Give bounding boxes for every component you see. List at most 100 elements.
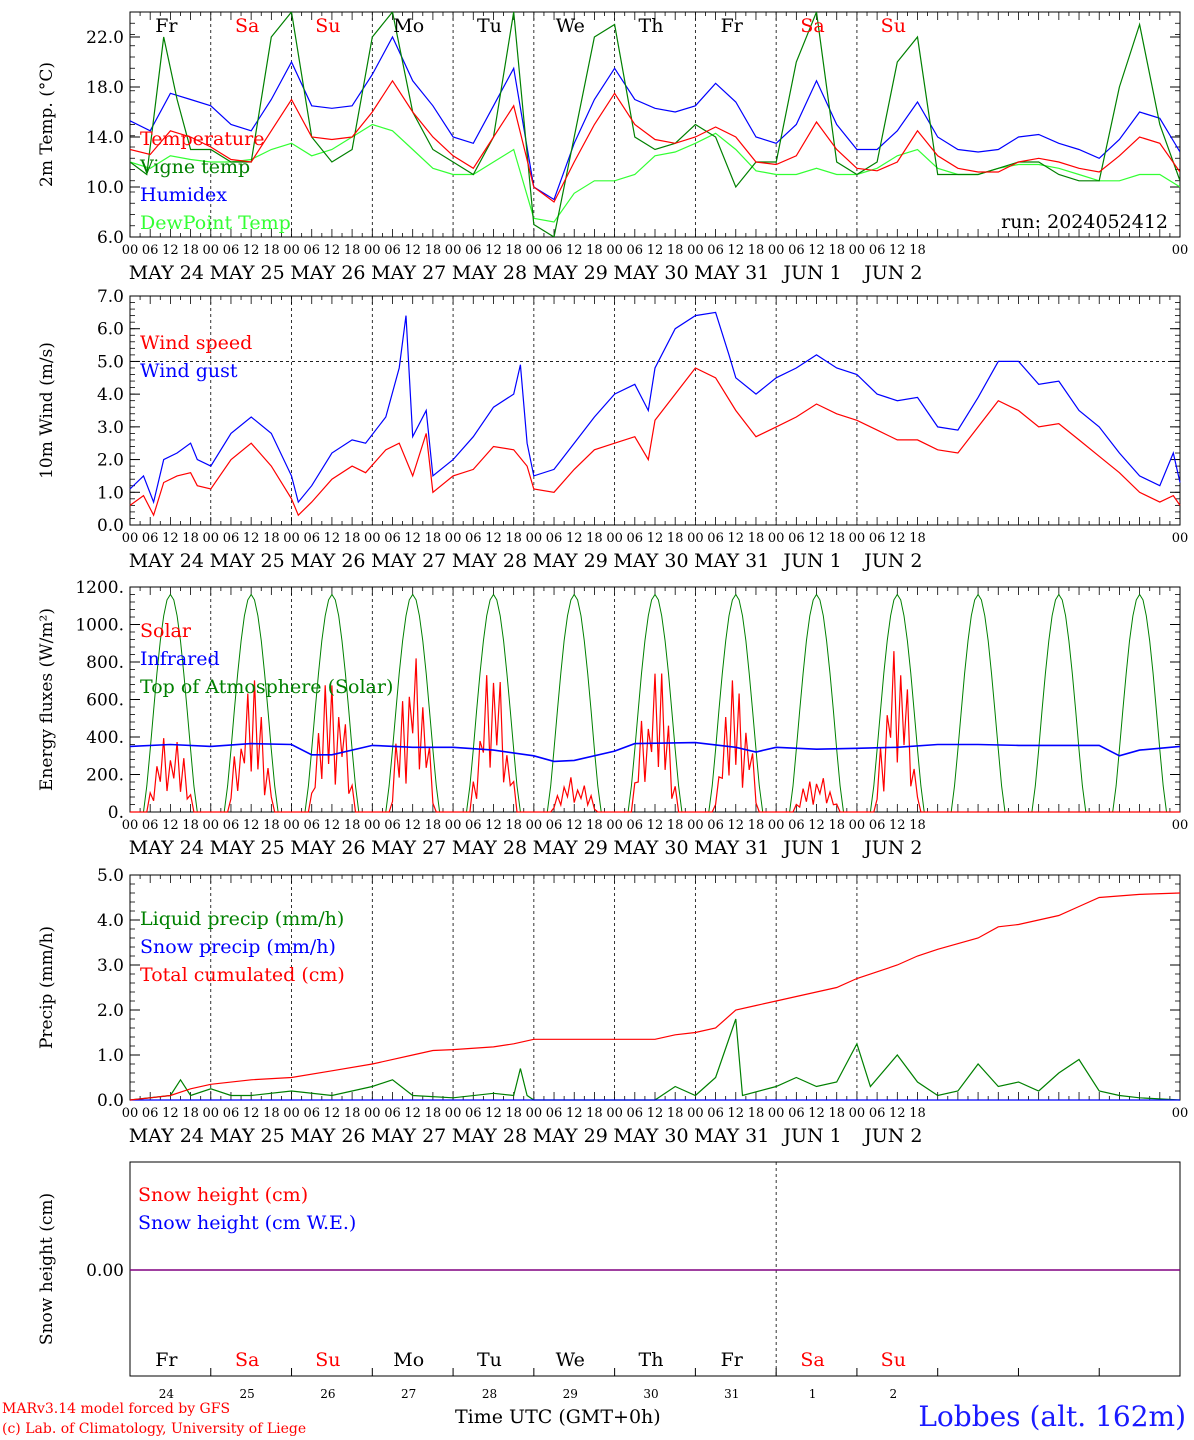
- time-axis-label: Time UTC (GMT+0h): [455, 1406, 661, 1428]
- hour-label: 06: [465, 818, 482, 833]
- hour-label: 18: [263, 818, 280, 833]
- legend-total-cumulated-cm-: Total cumulated (cm): [140, 964, 345, 986]
- day-number-label: 24: [159, 1387, 175, 1401]
- legend-temperature: Temperature: [140, 128, 264, 150]
- hour-label: 12: [243, 1106, 260, 1121]
- date-label: MAY 29: [533, 262, 608, 284]
- hour-label: 06: [223, 818, 240, 833]
- date-label: MAY 28: [452, 550, 527, 572]
- credit-line-1: MARv3.14 model forced by GFS: [2, 1401, 231, 1417]
- hour-label: 12: [162, 531, 179, 546]
- y-tick-label: 22.0: [86, 28, 124, 48]
- y-tick-label: 5.0: [97, 866, 124, 886]
- hour-label: 00: [122, 1106, 139, 1121]
- date-label: JUN 1: [781, 262, 841, 284]
- hour-label: 06: [142, 531, 159, 546]
- credit-line-2: (c) Lab. of Climatology, University of L…: [2, 1421, 307, 1437]
- hour-label: 18: [828, 531, 845, 546]
- hour-label: 18: [182, 818, 199, 833]
- y-axis-label: Precip (mm/h): [37, 926, 57, 1049]
- panel-frame: [129, 1161, 1181, 1377]
- y-tick-label: 1200.: [75, 578, 124, 598]
- weekday-label: Tu: [477, 1349, 502, 1371]
- hour-label: 12: [889, 243, 906, 258]
- weekday-label: We: [556, 15, 585, 37]
- hour-label: 18: [586, 818, 603, 833]
- date-label: JUN 1: [781, 837, 841, 859]
- hour-label: 12: [808, 243, 825, 258]
- hour-label: 06: [223, 1106, 240, 1121]
- y-tick-label: 2.0: [97, 451, 124, 471]
- hour-label: 00: [849, 1106, 866, 1121]
- hour-label: 18: [586, 243, 603, 258]
- hour-label: 12: [727, 531, 744, 546]
- hour-label: 00: [849, 243, 866, 258]
- day-number-label: 26: [320, 1387, 335, 1401]
- hour-label: 06: [465, 531, 482, 546]
- hour-label: 00: [364, 243, 381, 258]
- hour-label: 18: [263, 1106, 280, 1121]
- panel-1: 00 06 12 18 00 06 12 18 00 06 12 18 00 06 12 18 00 06 12 18…: [37, 11, 1188, 284]
- y-tick-label: 0.0: [97, 516, 124, 536]
- day-number-label: 30: [643, 1387, 658, 1401]
- hour-label: 06: [707, 1106, 724, 1121]
- hour-label: 18: [748, 818, 765, 833]
- date-label: MAY 24: [129, 550, 204, 572]
- hour-label: 18: [909, 818, 926, 833]
- hour-label: 06: [627, 818, 644, 833]
- hour-label: 06: [627, 531, 644, 546]
- hour-label: 06: [384, 531, 401, 546]
- weekday-label: Sa: [235, 15, 259, 37]
- weekday-label: Sa: [235, 1349, 259, 1371]
- hour-label: 12: [647, 1106, 664, 1121]
- series-group: [130, 12, 1180, 237]
- hour-label: 06: [303, 243, 320, 258]
- y-tick-label: 1.0: [97, 483, 124, 503]
- hour-label: 06: [223, 531, 240, 546]
- y-tick-label: 14.0: [86, 128, 124, 148]
- date-label: MAY 31: [694, 1125, 769, 1147]
- hour-label: 00: [283, 531, 300, 546]
- y-tick-label: 200.: [86, 766, 124, 786]
- y-tick-label: 600.: [86, 691, 124, 711]
- hour-label: 12: [889, 1106, 906, 1121]
- hour-label: 00: [364, 1106, 381, 1121]
- hour-label: 06: [142, 1106, 159, 1121]
- hour-label: 18: [425, 243, 442, 258]
- hour-label: 18: [263, 531, 280, 546]
- hour-label: 18: [667, 531, 684, 546]
- hour-label: 18: [425, 531, 442, 546]
- y-axis-label: Snow height (cm): [37, 1193, 57, 1345]
- hour-label: 12: [647, 818, 664, 833]
- hour-label: 12: [404, 818, 421, 833]
- hour-label: 06: [707, 243, 724, 258]
- hour-label: 06: [142, 243, 159, 258]
- hour-label: 00: [122, 531, 139, 546]
- hour-label: 18: [505, 818, 522, 833]
- hour-label: 06: [303, 1106, 320, 1121]
- weekday-label: Mo: [393, 1349, 424, 1371]
- y-tick-label: 3.0: [97, 956, 124, 976]
- hour-label: 00: [526, 1106, 543, 1121]
- panel-frame: [129, 295, 1181, 526]
- hour-label: 00: [606, 531, 623, 546]
- date-label: MAY 31: [694, 262, 769, 284]
- y-tick-label: 10.0: [86, 178, 124, 198]
- hour-label: 12: [404, 531, 421, 546]
- legend-wind-gust: Wind gust: [140, 360, 238, 382]
- date-label: JUN 2: [862, 550, 922, 572]
- date-label: MAY 24: [129, 837, 204, 859]
- hour-label: 06: [303, 818, 320, 833]
- hour-label: 12: [727, 1106, 744, 1121]
- hour-label: 00: [202, 818, 219, 833]
- y-tick-label: 1.0: [97, 1046, 124, 1066]
- legend-solar: Solar: [140, 620, 192, 642]
- run-annotation: run: 2024052412: [1001, 211, 1168, 233]
- hour-label: 06: [546, 1106, 563, 1121]
- y-tick-label: 0.0: [97, 1091, 124, 1111]
- weekday-label: Mo: [393, 15, 424, 37]
- hour-label: 00: [1172, 531, 1189, 546]
- date-label: MAY 30: [613, 837, 688, 859]
- hour-label: 00: [283, 818, 300, 833]
